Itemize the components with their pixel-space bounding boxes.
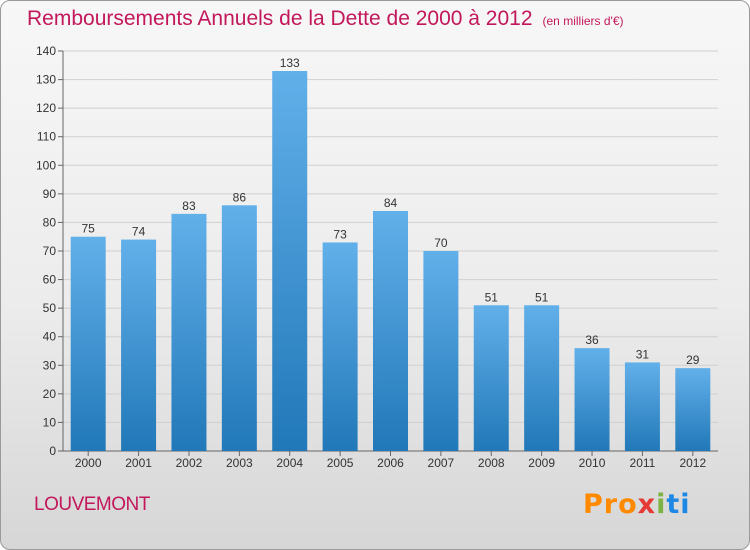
data-label: 74 — [132, 225, 146, 239]
data-label: 83 — [182, 199, 196, 213]
y-tick-label: 100 — [36, 158, 56, 172]
data-label: 70 — [434, 236, 448, 250]
data-label: 84 — [384, 196, 398, 210]
x-tick-label: 2001 — [125, 456, 152, 470]
y-tick-label: 130 — [36, 73, 56, 87]
chart-subtitle: (en milliers d'€) — [542, 14, 624, 28]
y-tick-label: 10 — [43, 415, 57, 429]
bar — [272, 71, 308, 451]
x-tick-label: 2008 — [478, 456, 505, 470]
logo-part-1: Pro — [583, 489, 638, 520]
y-tick-label: 140 — [36, 44, 56, 58]
bar — [524, 305, 560, 451]
chart-title-text: Remboursements Annuels de la Dette de 20… — [27, 7, 533, 30]
x-tick-label: 2000 — [75, 456, 102, 470]
x-tick-label: 2007 — [428, 456, 455, 470]
data-label: 51 — [485, 290, 499, 304]
y-tick-label: 120 — [36, 101, 56, 115]
data-label: 36 — [585, 333, 599, 347]
bar — [624, 362, 660, 451]
x-tick-label: 2004 — [276, 456, 303, 470]
x-tick-label: 2006 — [377, 456, 404, 470]
x-tick-label: 2002 — [176, 456, 203, 470]
bar — [675, 368, 711, 451]
bar — [121, 239, 157, 451]
data-label: 75 — [82, 222, 96, 236]
data-label: 51 — [535, 290, 549, 304]
proxiti-logo[interactable]: Proxiti — [583, 489, 691, 520]
bar — [221, 205, 257, 451]
x-tick-label: 2009 — [528, 456, 555, 470]
data-label: 73 — [333, 227, 347, 241]
x-tick-label: 2012 — [679, 456, 706, 470]
y-tick-label: 0 — [49, 444, 56, 458]
chart-title: Remboursements Annuels de la Dette de 20… — [27, 7, 624, 31]
data-label: 29 — [686, 353, 700, 367]
bar — [574, 348, 610, 451]
y-tick-label: 50 — [43, 301, 57, 315]
bar — [373, 211, 408, 451]
y-tick-label: 60 — [43, 273, 57, 287]
bar — [473, 305, 509, 451]
data-label: 86 — [233, 190, 247, 204]
data-label: 133 — [280, 56, 300, 70]
bar — [70, 236, 106, 451]
y-tick-label: 90 — [43, 187, 57, 201]
bars — [70, 71, 711, 451]
y-tick-label: 20 — [43, 387, 57, 401]
place-name: LOUVEMONT — [34, 494, 150, 515]
logo-part-3: i — [656, 489, 667, 520]
data-label: 31 — [636, 347, 650, 361]
logo-part-4: ti — [666, 489, 691, 520]
y-tick-label: 30 — [43, 358, 57, 372]
bar — [171, 213, 207, 451]
x-tick-label: 2011 — [630, 456, 656, 470]
x-tick-label: 2005 — [327, 456, 354, 470]
x-tick-label: 2003 — [226, 456, 253, 470]
logo-part-2: x — [637, 489, 657, 520]
labels: 75 2000 74 2001 83 2002 86 2003 133 2004 73 2005 84 2… — [75, 56, 707, 470]
y-tick-label: 80 — [43, 215, 57, 229]
x-tick-label: 2010 — [579, 456, 606, 470]
y-tick-label: 110 — [37, 130, 56, 144]
y-tick-label: 70 — [43, 244, 57, 258]
bar — [423, 251, 459, 451]
bar — [322, 242, 358, 451]
y-tick-label: 40 — [43, 330, 57, 344]
